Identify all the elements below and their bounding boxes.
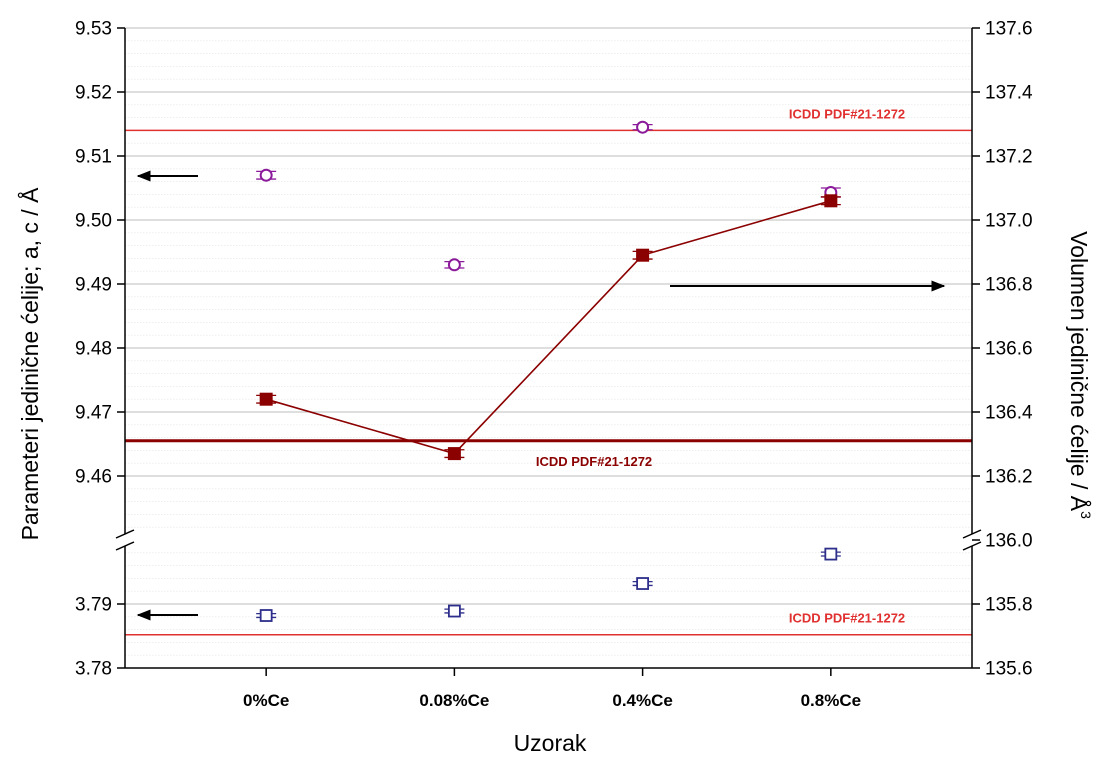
y-left-tick-label: 9.49	[75, 275, 112, 296]
y-axis-left-title: Parameteri jedinične ćelije; a, c / Å	[16, 187, 43, 540]
x-axis-title: Uzorak	[514, 730, 587, 756]
data-point	[447, 604, 461, 618]
data-point	[447, 447, 461, 461]
y-left-tick-label: 9.46	[75, 467, 112, 488]
y-right-tick-label: 137.0	[985, 211, 1033, 232]
x-category-label: 0%Ce	[243, 691, 289, 710]
data-point	[636, 248, 650, 262]
y-axis-right-title: Volumen jedinične ćelije / Å3	[1066, 231, 1094, 519]
y-axis-right-title-main: Volumen jedinične ćelije / Å	[1066, 231, 1093, 512]
axis-break-mark	[115, 529, 135, 539]
grid	[125, 27, 972, 669]
y-axis-right-title-superscript: 3	[1078, 511, 1094, 519]
y-right-tick-label: 137.2	[985, 147, 1033, 168]
y-left-tick-label: 9.50	[75, 211, 112, 232]
y-right-tick-label: 136.0	[985, 531, 1033, 552]
reference-lines: ICDD PDF#21-1272 ICDD PDF#21-1272 ICDD PDF…	[125, 106, 972, 636]
y-left-tick-label: 9.51	[75, 147, 112, 168]
y-right-tick-label: 135.6	[985, 659, 1033, 680]
y-right-tick-label: 136.2	[985, 467, 1033, 488]
y-right-tick-label: 136.8	[985, 275, 1033, 296]
data-point	[824, 194, 838, 208]
data-point	[636, 120, 650, 134]
axes: 9.46 9.47 9.48 9.49 9.50 9.51 9.52 9.53 3.78 3.79…	[75, 19, 1033, 711]
data-point	[636, 577, 650, 590]
series	[256, 120, 841, 272]
y-left-tick-label: 9.48	[75, 339, 112, 360]
y-right-tick-label: 136.4	[985, 403, 1033, 424]
reference-line-label: ICDD PDF#21-1272	[789, 106, 905, 121]
series	[256, 194, 841, 461]
y-left-tick-label: 3.78	[75, 659, 112, 680]
series-line	[265, 200, 832, 455]
y-right-tick-label: 136.6	[985, 339, 1033, 360]
y-left-tick-label: 3.79	[75, 595, 112, 616]
axis-arrows	[136, 170, 946, 621]
data-point	[259, 609, 273, 622]
data-point	[259, 392, 273, 406]
reference-line-label: ICDD PDF#21-1272	[536, 454, 652, 469]
data-series	[256, 120, 841, 622]
data-point	[259, 168, 273, 182]
y-left-tick-label: 9.47	[75, 403, 112, 424]
axis-break-mark	[962, 541, 982, 551]
y-left-tick-label: 9.52	[75, 83, 112, 104]
series	[256, 547, 841, 622]
y-right-tick-label: 135.8	[985, 595, 1033, 616]
data-point	[824, 547, 838, 561]
y-right-tick-label: 137.4	[985, 83, 1033, 104]
x-category-label: 0.8%Ce	[801, 691, 861, 710]
y-right-tick-label: 137.6	[985, 19, 1033, 40]
reference-line-label: ICDD PDF#21-1272	[789, 611, 905, 626]
x-category-label: 0.4%Ce	[612, 691, 672, 710]
axis-break-mark	[962, 529, 982, 539]
y-left-tick-label: 9.53	[75, 19, 112, 40]
axis-break-mark	[115, 541, 135, 551]
x-category-label: 0.08%Ce	[419, 691, 489, 710]
data-point	[447, 258, 461, 272]
